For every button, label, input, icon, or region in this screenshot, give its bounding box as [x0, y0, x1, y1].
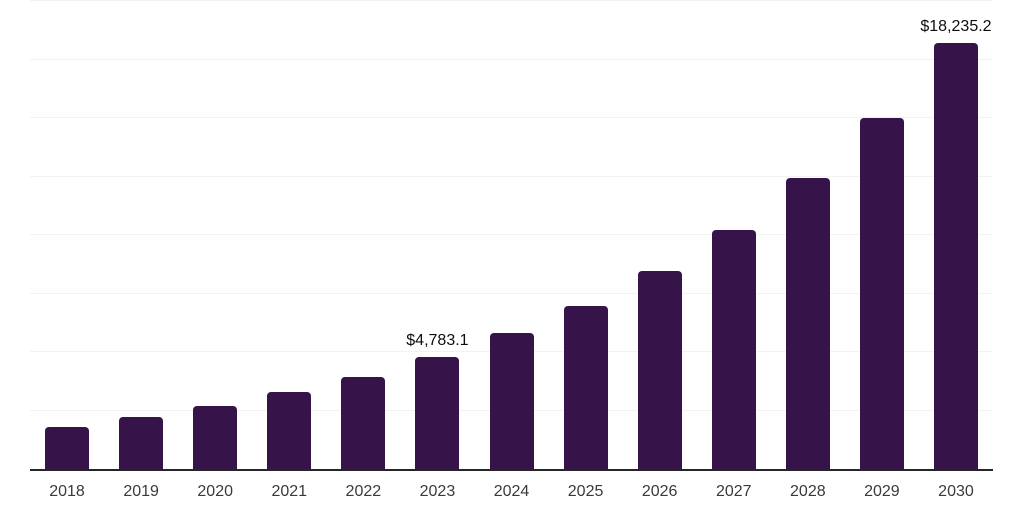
- bar-2027: [711, 229, 756, 469]
- bar-column-2022: [326, 0, 400, 469]
- x-tick-label-2022: 2022: [345, 483, 382, 500]
- bar-2018: [45, 427, 90, 469]
- gridline-17500: [30, 58, 993, 60]
- x-tick-label-2024: 2024: [493, 483, 530, 500]
- x-tick-label-2020: 2020: [197, 483, 233, 500]
- x-tick-label-2019: 2019: [123, 483, 159, 500]
- x-tick-label-2030: 2030: [938, 483, 974, 500]
- bar-column-2028: [771, 0, 845, 469]
- x-tick-label-2021: 2021: [271, 483, 308, 500]
- bar-column-2020: [178, 0, 252, 469]
- bar-column-2025: [549, 0, 623, 469]
- x-tick-label-2027: 2027: [715, 483, 752, 500]
- bar-column-2024: [474, 0, 548, 469]
- x-tick-label-2025: 2025: [567, 483, 604, 500]
- x-tick-label-2023: 2023: [419, 483, 456, 500]
- bar-column-2027: [697, 0, 771, 469]
- bar-2025: [563, 306, 608, 469]
- bar-value-label-2030: $18,235.2: [920, 17, 992, 35]
- bar-column-2023: $4,783.1: [400, 0, 474, 469]
- bar-column-2018: [30, 0, 104, 469]
- bar-2028: [785, 177, 830, 469]
- gridline-20000: [30, 0, 993, 2]
- bar-value-label-2023: $4,783.1: [406, 332, 469, 350]
- bar-column-2019: [104, 0, 178, 469]
- bar-2020: [193, 406, 238, 469]
- x-axis-labels: 2018 2019 2020 2021 2022 2023 2024 2025 2026 2027…: [30, 483, 993, 501]
- bar-2026: [637, 271, 682, 469]
- bar-column-2029: [845, 0, 919, 469]
- gridline-7500: [30, 292, 993, 294]
- bar-2019: [119, 417, 164, 469]
- bar-2022: [341, 377, 386, 469]
- bar-2029: [859, 117, 904, 469]
- bar-2030: [933, 42, 978, 469]
- bar-2023: [415, 357, 460, 469]
- x-tick-label-2026: 2026: [641, 483, 678, 500]
- gridline-10000: [30, 234, 993, 236]
- gridline-12500: [30, 175, 993, 177]
- gridline-15000: [30, 117, 993, 119]
- bar-column-2026: [623, 0, 697, 469]
- bar-2021: [267, 392, 312, 469]
- x-tick-label-2018: 2018: [49, 483, 85, 500]
- bar-2024: [489, 333, 534, 469]
- x-tick-label-2028: 2028: [790, 483, 826, 500]
- bar-column-2030: $18,235.2: [919, 0, 993, 469]
- bar-columns: $4,783.1 $18,235.2: [30, 0, 993, 469]
- bar-column-2021: [252, 0, 326, 469]
- plot-area: $4,783.1 $18,235.2: [30, 0, 993, 471]
- x-tick-label-2029: 2029: [864, 483, 900, 500]
